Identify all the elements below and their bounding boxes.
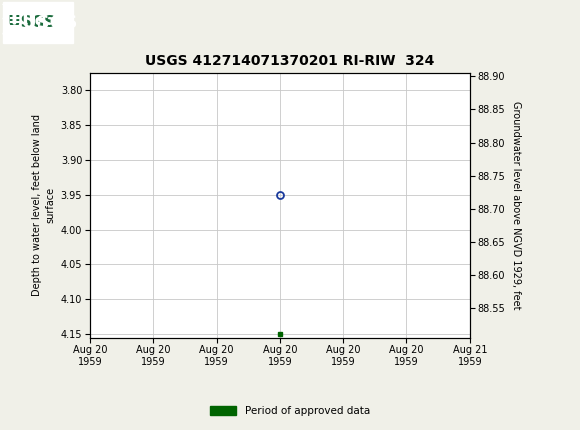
Y-axis label: Depth to water level, feet below land
surface: Depth to water level, feet below land su… (32, 114, 55, 296)
Text: USGS: USGS (3, 15, 55, 30)
Text: USGS 412714071370201 RI-RIW  324: USGS 412714071370201 RI-RIW 324 (146, 54, 434, 68)
Y-axis label: Groundwater level above NGVD 1929, feet: Groundwater level above NGVD 1929, feet (511, 101, 521, 310)
Text: ≡USGS: ≡USGS (7, 14, 78, 31)
Legend: Period of approved data: Period of approved data (206, 402, 374, 421)
